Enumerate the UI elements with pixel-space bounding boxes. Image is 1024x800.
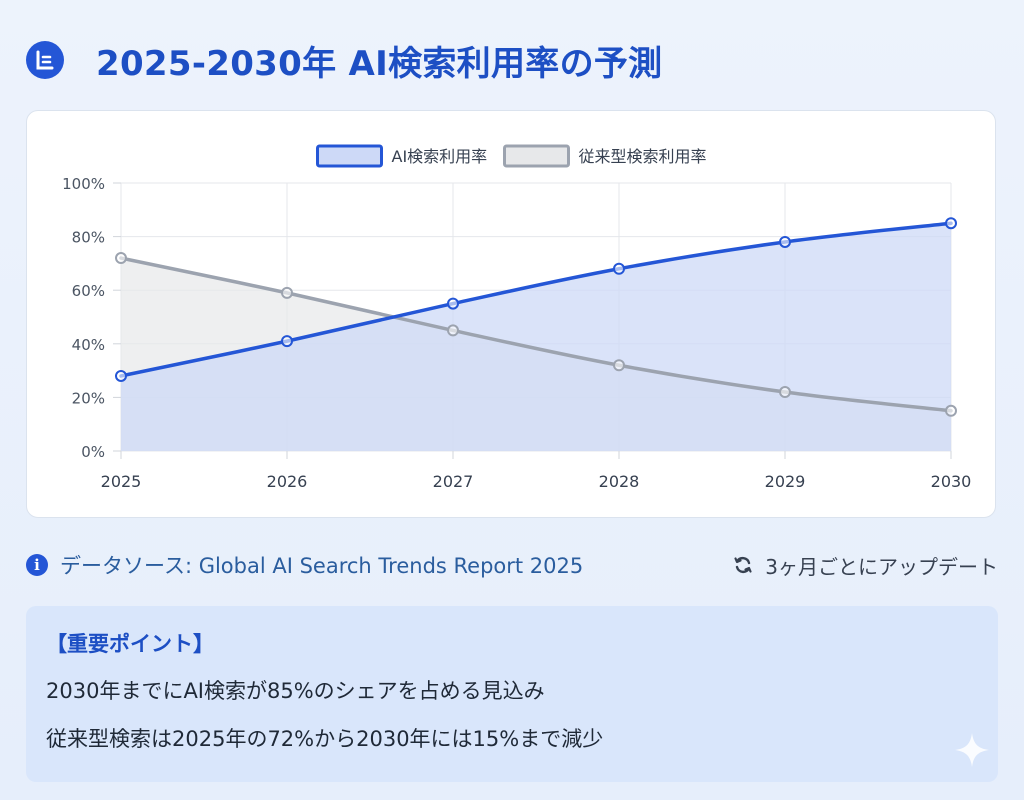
chart-legend[interactable]: AI検索利用率 従来型検索利用率 <box>316 144 707 168</box>
data-point <box>115 252 127 265</box>
y-tick-label: 0% <box>81 443 105 461</box>
report-logo-icon <box>26 41 64 79</box>
key-point-item: 2030年までにAI検索が85%のシェアを占める見込み <box>46 679 545 703</box>
legend-swatch <box>316 144 383 168</box>
legend-label: AI検索利用率 <box>392 147 488 166</box>
y-tick-label: 20% <box>72 389 105 407</box>
chart-lines <box>119 221 953 413</box>
x-tick-label: 2028 <box>599 472 640 491</box>
data-point <box>613 359 625 372</box>
data-point <box>779 386 791 399</box>
page-header: 2025-2030年 AI検索利用率の予測 <box>26 32 662 88</box>
y-tick-label: 40% <box>72 336 105 354</box>
series-area <box>121 223 951 451</box>
data-point <box>613 262 625 275</box>
data-point <box>447 324 459 337</box>
source-row: i データソース: Global AI Search Trends Report… <box>26 548 998 582</box>
y-tick-label: 80% <box>72 229 105 247</box>
data-source-link[interactable]: データソース: Global AI Search Trends Report 2… <box>60 554 584 578</box>
data-point <box>779 235 791 248</box>
page-title: 2025-2030年 AI検索利用率の予測 <box>96 43 663 84</box>
chart-points <box>115 217 957 417</box>
data-point <box>945 217 957 230</box>
x-tick-label: 2029 <box>765 472 806 491</box>
chart-areas <box>121 223 951 451</box>
x-tick-label: 2030 <box>931 472 972 491</box>
info-icon: i <box>26 554 48 576</box>
data-point <box>115 369 127 382</box>
refresh-icon[interactable] <box>731 553 755 577</box>
series-line <box>119 221 953 378</box>
x-tick-label: 2027 <box>433 472 474 491</box>
series-line <box>119 256 953 413</box>
x-tick-label: 2026 <box>267 472 308 491</box>
y-tick-label: 60% <box>72 282 105 300</box>
key-point-item: 従来型検索は2025年の72%から2030年には15%まで減少 <box>46 727 604 751</box>
key-points-box: 【重要ポイント】 2030年までにAI検索が85%のシェアを占める見込み 従来型… <box>26 606 998 782</box>
data-point <box>281 335 293 348</box>
data-point <box>945 404 957 417</box>
chart-axes: 0% 20% 40% 60% 80% 100% 2025 2026 2027 2028 2029 20… <box>62 175 971 491</box>
data-point <box>447 297 459 310</box>
legend-swatch <box>503 144 570 168</box>
update-frequency: 3ヶ月ごとにアップデート <box>765 554 998 579</box>
data-point <box>281 286 293 299</box>
x-tick-label: 2025 <box>101 472 142 491</box>
key-points-title: 【重要ポイント】 <box>46 632 214 656</box>
line-chart: 0% 20% 40% 60% 80% 100% 2025 2026 2027 2028 2029 20… <box>62 144 971 491</box>
chart-card: 0% 20% 40% 60% 80% 100% 2025 2026 2027 2028 2029 20… <box>26 110 996 518</box>
sparkle-icon <box>955 733 989 767</box>
y-tick-label: 100% <box>62 175 105 193</box>
legend-label: 従来型検索利用率 <box>579 147 707 166</box>
